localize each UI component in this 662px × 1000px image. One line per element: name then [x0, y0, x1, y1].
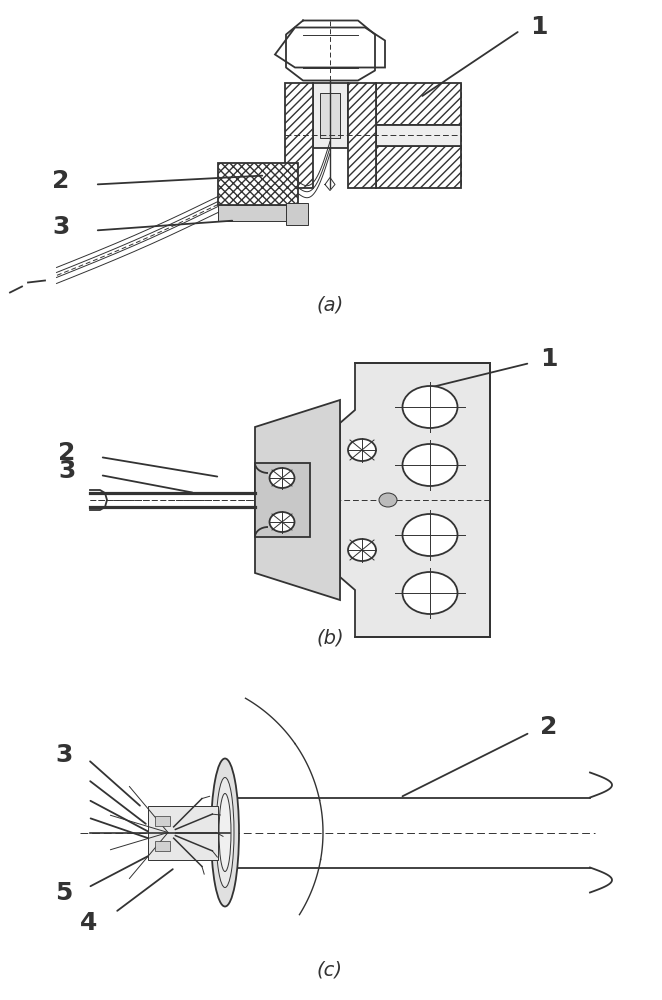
Bar [286, 202, 308, 225]
Text: (c): (c) [317, 960, 343, 980]
Ellipse shape [402, 386, 457, 428]
Bar [285, 83, 313, 188]
Text: 3: 3 [55, 744, 72, 768]
Bar [155, 840, 170, 850]
Polygon shape [340, 363, 490, 637]
Text: (a): (a) [316, 296, 344, 314]
Bar [376, 145, 461, 188]
Ellipse shape [219, 794, 231, 871]
Ellipse shape [402, 444, 457, 486]
Text: 1: 1 [530, 14, 547, 38]
Text: (b): (b) [316, 628, 344, 647]
Bar [218, 162, 298, 205]
Ellipse shape [348, 539, 376, 561]
Bar [348, 83, 376, 188]
Bar [155, 816, 170, 826]
Ellipse shape [269, 468, 295, 488]
Text: 2: 2 [540, 716, 557, 740]
Bar [148, 806, 218, 859]
Text: 5: 5 [55, 880, 72, 904]
Ellipse shape [348, 439, 376, 461]
Text: 3: 3 [52, 215, 70, 238]
Bar [376, 83, 461, 124]
Ellipse shape [211, 798, 229, 867]
Text: 4: 4 [80, 910, 97, 934]
Text: 2: 2 [52, 168, 70, 192]
Text: 3: 3 [58, 459, 75, 483]
Ellipse shape [216, 778, 234, 888]
Ellipse shape [269, 512, 295, 532]
Bar [313, 83, 348, 147]
Text: 1: 1 [540, 347, 557, 371]
Ellipse shape [402, 572, 457, 614]
Polygon shape [255, 400, 340, 600]
Ellipse shape [211, 758, 239, 906]
Bar [255, 463, 310, 537]
Bar [376, 124, 461, 145]
Bar [218, 205, 288, 221]
Ellipse shape [379, 493, 397, 507]
Ellipse shape [402, 514, 457, 556]
Text: 2: 2 [58, 441, 75, 465]
Bar [320, 93, 340, 137]
